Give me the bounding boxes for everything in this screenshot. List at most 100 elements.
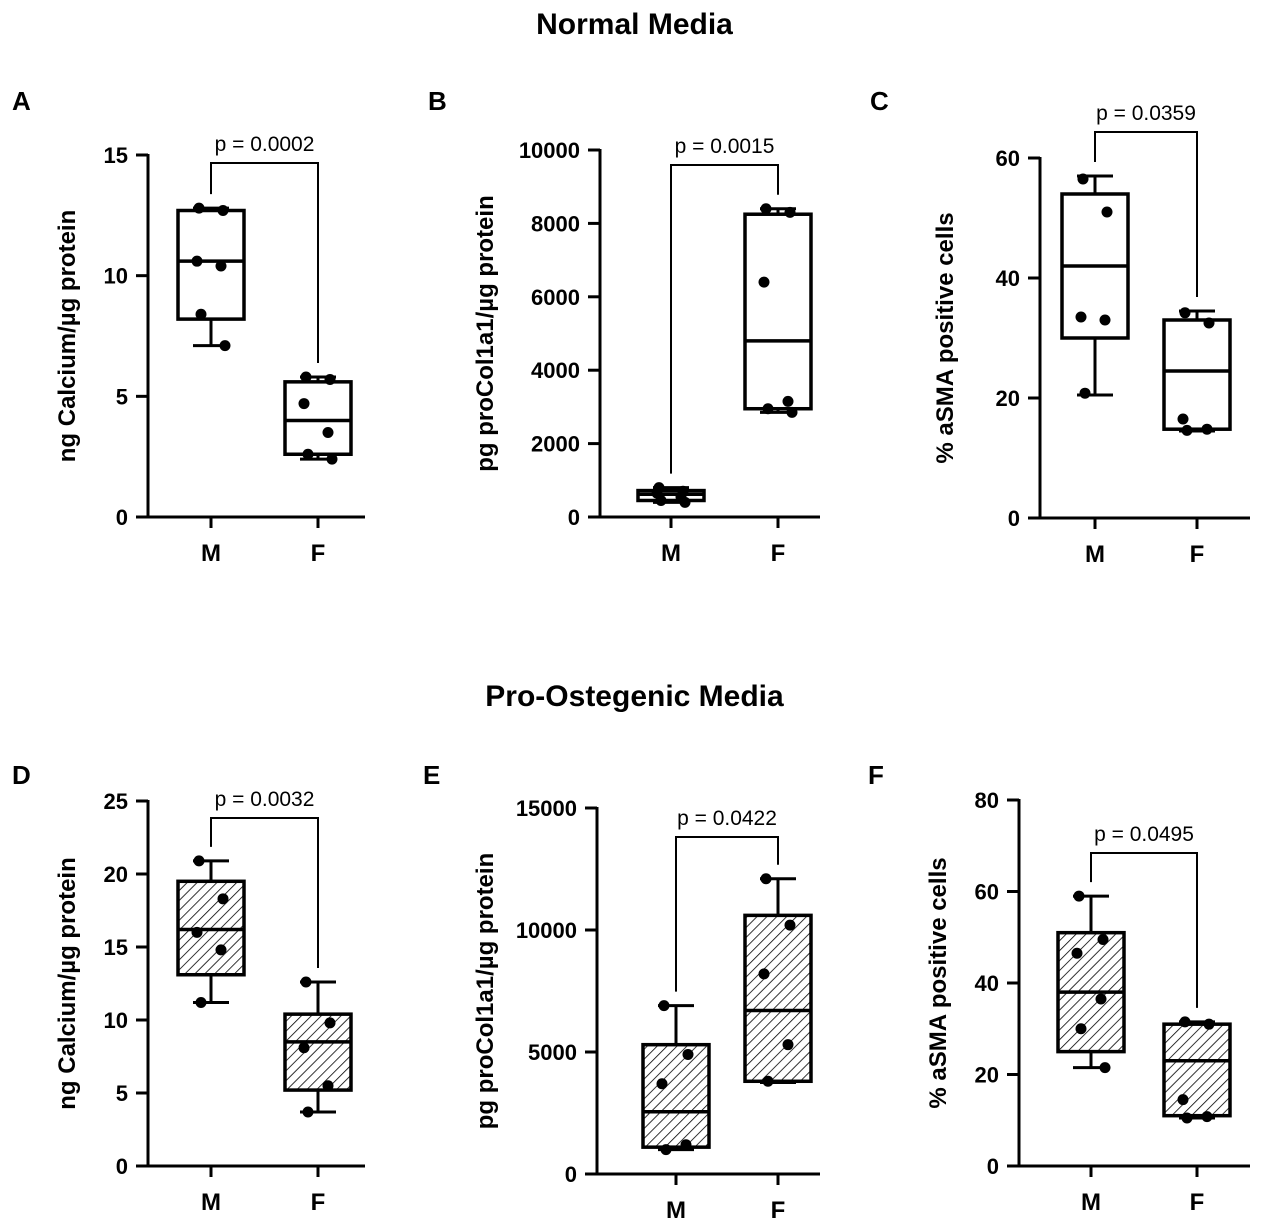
y-tick-label: 2000	[531, 432, 580, 457]
y-axis-label: pg proCol1a1/µg protein	[472, 853, 499, 1130]
y-tick-label: 20	[996, 386, 1020, 411]
data-point	[1101, 206, 1113, 218]
data-point	[1179, 307, 1191, 319]
data-point	[1181, 1112, 1193, 1124]
y-tick-label: 0	[565, 1162, 577, 1187]
y-tick-label: 5	[116, 1081, 128, 1106]
data-point	[1075, 311, 1087, 323]
data-point	[786, 406, 798, 418]
panel-letter: E	[423, 760, 440, 790]
section-title-normal-media: Normal Media	[536, 8, 733, 41]
box-f	[283, 976, 353, 1118]
p-value-label: p = 0.0015	[675, 135, 775, 158]
data-point	[1097, 934, 1109, 946]
box-iqr	[743, 212, 813, 411]
panel-c: C 0 20 40 60 M F % aSMA positive cells p = 0.035…	[870, 86, 1250, 568]
data-point	[324, 373, 336, 385]
data-point	[1071, 947, 1083, 959]
p-value-label: p = 0.0032	[215, 788, 315, 811]
y-tick-label: 15	[104, 143, 128, 168]
y-tick-label: 10	[104, 1008, 128, 1033]
data-point	[782, 1039, 794, 1051]
data-point	[762, 1075, 774, 1087]
significance-bracket	[210, 817, 319, 969]
box-m	[176, 855, 246, 1008]
y-tick-label: 0	[116, 1154, 128, 1179]
data-point	[1203, 1018, 1215, 1030]
box-m	[1056, 890, 1126, 1074]
data-point	[1099, 1062, 1111, 1074]
data-point	[1079, 387, 1091, 399]
box-iqr	[743, 913, 813, 1084]
data-point	[682, 1048, 694, 1060]
box-iqr	[283, 1012, 353, 1092]
x-tick-label-f: F	[311, 1189, 326, 1216]
data-point	[660, 1144, 672, 1156]
data-point	[784, 206, 796, 218]
panel-a: A 0 5 10 15 M Fng Calcium/µg protein p = 0.0002	[12, 86, 365, 567]
box-f	[743, 873, 813, 1087]
data-point	[1177, 413, 1189, 425]
x-tick-label-m: M	[1085, 541, 1105, 568]
data-point	[762, 403, 774, 415]
data-point	[760, 203, 772, 215]
data-point	[658, 1000, 670, 1012]
p-value-label: p = 0.0422	[677, 807, 777, 830]
box-iqr	[1162, 318, 1232, 431]
y-tick-label: 20	[104, 862, 128, 887]
data-point	[191, 255, 203, 267]
data-point	[322, 427, 334, 439]
panel-f: F 0 20 40 60 80 M F % aSMA positive cells p = 0.0…	[868, 760, 1250, 1216]
significance-bracket	[210, 162, 319, 364]
box-m	[1060, 173, 1130, 399]
data-point	[302, 1106, 314, 1118]
x-tick-label-f: F	[1190, 541, 1205, 568]
data-point	[215, 260, 227, 272]
data-point	[758, 968, 770, 980]
data-point	[300, 976, 312, 988]
data-point	[1201, 1111, 1213, 1123]
data-point	[298, 398, 310, 410]
y-axis-label: ng Calcium/µg protein	[54, 857, 81, 1110]
data-point	[680, 1139, 692, 1151]
box-f	[283, 371, 353, 465]
data-point	[1201, 423, 1213, 435]
panel-b: B 0 2000 4000 6000 8000 10000 M Fpg proCol1a1/µg…	[428, 86, 820, 567]
data-point	[300, 371, 312, 383]
box-m	[176, 202, 246, 352]
data-point	[782, 395, 794, 407]
data-point	[298, 1042, 310, 1054]
x-tick-label-m: M	[1081, 1189, 1101, 1216]
y-tick-label: 10000	[516, 918, 577, 943]
x-tick-label-m: M	[666, 1197, 686, 1218]
significance-bracket	[1090, 852, 1198, 1008]
x-tick-label-f: F	[1190, 1189, 1205, 1216]
data-point	[1099, 314, 1111, 326]
x-tick-label-f: F	[311, 540, 326, 567]
box-iqr	[283, 380, 353, 457]
data-point	[1177, 1094, 1189, 1106]
panel-letter: F	[868, 760, 884, 790]
y-tick-label: 40	[975, 971, 999, 996]
y-tick-label: 15	[104, 935, 128, 960]
significance-bracket	[1094, 131, 1198, 297]
data-point	[193, 855, 205, 867]
p-value-label: p = 0.0495	[1094, 823, 1194, 846]
data-point	[656, 1078, 668, 1090]
data-point	[758, 276, 770, 288]
x-tick-label-m: M	[201, 540, 221, 567]
y-axis-label: pg proCol1a1/µg protein	[472, 195, 499, 472]
data-point	[760, 873, 772, 885]
data-point	[1203, 317, 1215, 329]
data-point	[302, 448, 314, 460]
panel-letter: D	[12, 760, 31, 790]
data-point	[219, 340, 231, 352]
panel-letter: B	[428, 86, 447, 116]
data-point	[217, 893, 229, 905]
y-tick-label: 0	[116, 505, 128, 530]
y-tick-label: 4000	[531, 358, 580, 383]
data-point	[322, 1080, 334, 1092]
y-tick-label: 15000	[516, 796, 577, 821]
box-f	[1162, 307, 1232, 436]
panel-letter: A	[12, 86, 31, 116]
